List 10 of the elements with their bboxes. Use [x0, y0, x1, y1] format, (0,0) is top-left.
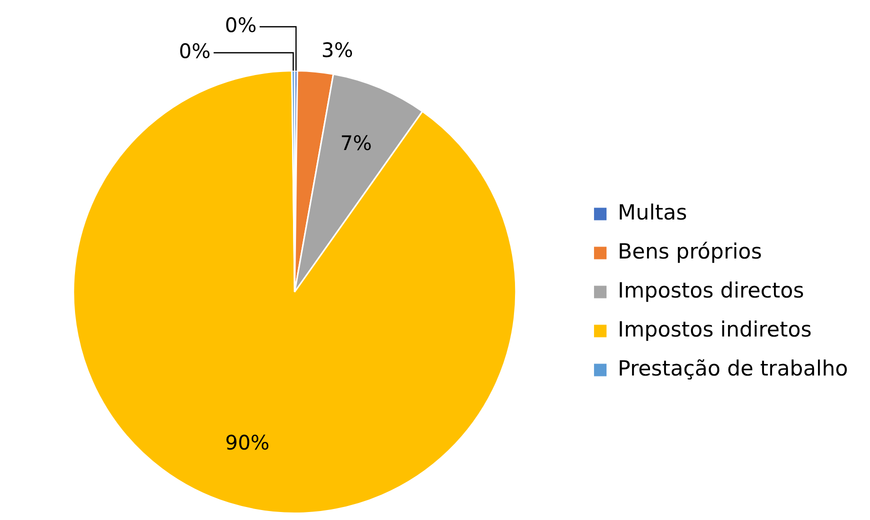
- legend-label: Prestação de trabalho: [618, 356, 848, 380]
- data-label: 7%: [340, 131, 372, 156]
- data-label: 0%: [178, 38, 211, 63]
- legend-label: Impostos indiretos: [618, 317, 812, 342]
- legend-label: Multas: [618, 200, 688, 224]
- data-label: 90%: [225, 430, 270, 454]
- data-label: 0%: [224, 12, 257, 37]
- legend-label: Bens próprios: [618, 239, 762, 264]
- legend-label: Impostos directos: [618, 278, 804, 302]
- data-label: 3%: [321, 38, 354, 62]
